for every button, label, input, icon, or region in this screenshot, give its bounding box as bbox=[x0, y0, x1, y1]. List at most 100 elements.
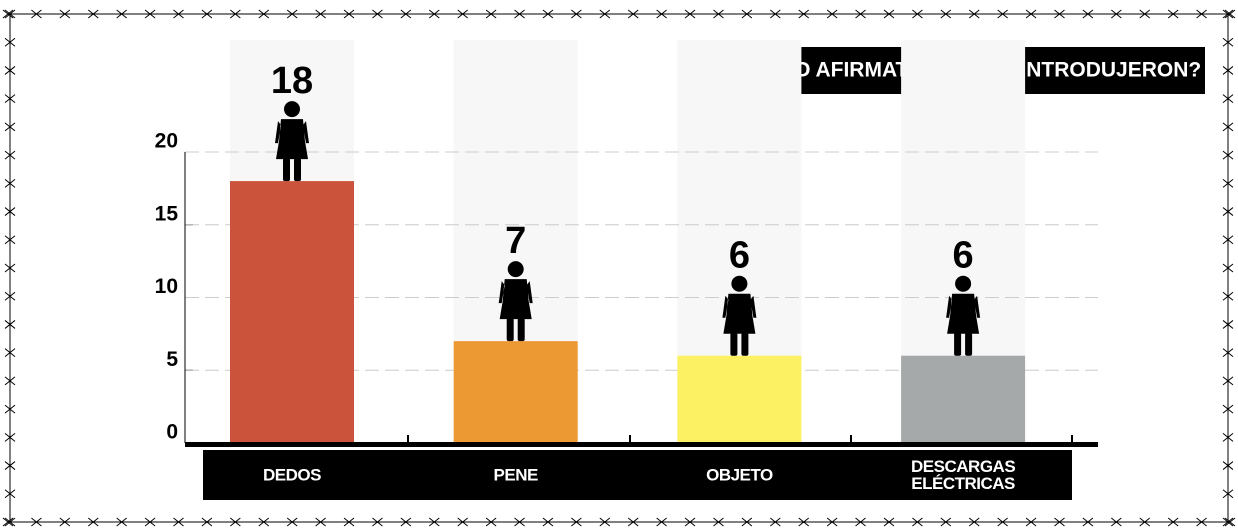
border-barb bbox=[1224, 517, 1236, 527]
border-barb bbox=[1054, 9, 1065, 19]
bar bbox=[901, 355, 1026, 443]
value-label: 18 bbox=[271, 60, 313, 102]
border-barb bbox=[1222, 320, 1234, 329]
border-barb bbox=[4, 489, 16, 499]
border-barb bbox=[2, 9, 14, 19]
bar bbox=[453, 341, 578, 443]
border-barb bbox=[627, 9, 639, 19]
border-barb bbox=[1224, 9, 1236, 19]
border-barb bbox=[4, 291, 16, 301]
border-barb bbox=[826, 517, 838, 527]
border-barb bbox=[87, 517, 99, 527]
border-barb bbox=[485, 517, 497, 527]
border-barb bbox=[1196, 9, 1207, 19]
border-barb bbox=[286, 517, 298, 527]
border-barb bbox=[116, 9, 127, 19]
border-barb bbox=[684, 9, 696, 19]
border-barb bbox=[656, 9, 667, 19]
border-barb bbox=[1111, 517, 1122, 527]
border-barb bbox=[599, 9, 611, 19]
border-barb bbox=[4, 263, 16, 273]
border-barb bbox=[400, 517, 412, 527]
border-barb bbox=[485, 9, 497, 19]
border-barb bbox=[599, 517, 611, 527]
border-barb bbox=[173, 9, 184, 19]
value-label: 6 bbox=[729, 235, 750, 277]
border-barb bbox=[741, 9, 753, 19]
border-barb bbox=[1222, 150, 1234, 160]
y-tick-label: 10 bbox=[155, 275, 178, 298]
border-barb bbox=[855, 9, 866, 19]
person-icon bbox=[722, 275, 757, 356]
person-head bbox=[731, 275, 748, 292]
border-barb bbox=[4, 376, 16, 386]
border-barb bbox=[1111, 9, 1122, 19]
border-barb bbox=[4, 404, 16, 414]
border-barb bbox=[968, 9, 980, 19]
person-head bbox=[507, 261, 524, 278]
person-leg bbox=[730, 332, 738, 356]
border-barb bbox=[428, 517, 440, 527]
border-barb bbox=[1222, 235, 1234, 245]
border-barb bbox=[826, 9, 838, 19]
border-barb bbox=[4, 122, 16, 132]
border-barb bbox=[428, 9, 440, 19]
border-barb bbox=[87, 9, 99, 19]
border-barb bbox=[912, 517, 923, 527]
border-barb bbox=[4, 178, 16, 188]
border-barb bbox=[514, 517, 525, 527]
border-barb bbox=[315, 517, 326, 527]
border-barb bbox=[1025, 517, 1037, 527]
border-barb bbox=[400, 9, 412, 19]
border-barb bbox=[684, 517, 696, 527]
person-leg bbox=[294, 158, 301, 182]
bar bbox=[230, 181, 354, 443]
border-barb bbox=[372, 517, 383, 527]
border-barb bbox=[798, 517, 810, 527]
border-barb bbox=[571, 9, 582, 19]
border-barb bbox=[940, 517, 952, 527]
border-barb bbox=[1222, 37, 1234, 47]
border-barb bbox=[4, 66, 16, 75]
value-label: 7 bbox=[505, 220, 526, 262]
border-barb bbox=[372, 9, 383, 19]
border-barb bbox=[4, 9, 16, 19]
border-barb bbox=[31, 9, 42, 19]
border-barb bbox=[713, 9, 724, 19]
border-barb bbox=[940, 9, 952, 19]
x-tick-label: PENE bbox=[493, 465, 539, 485]
border-barb bbox=[1139, 517, 1151, 527]
x-tick-label: DEDOS bbox=[263, 465, 321, 485]
border-barb bbox=[713, 517, 724, 527]
person-head bbox=[955, 275, 972, 292]
person-leg bbox=[954, 332, 962, 356]
border-barb bbox=[4, 320, 16, 329]
person-body bbox=[722, 293, 757, 334]
border-barb bbox=[144, 517, 156, 527]
border-barb bbox=[741, 517, 753, 527]
border-barb bbox=[542, 9, 554, 19]
border-barb bbox=[4, 37, 16, 47]
category-band bbox=[203, 450, 1072, 500]
border-barb bbox=[542, 517, 554, 527]
border-barb bbox=[286, 9, 298, 19]
person-leg bbox=[965, 332, 973, 356]
border-barb bbox=[1222, 461, 1234, 470]
border-barb bbox=[201, 517, 213, 527]
border-barb bbox=[627, 517, 639, 527]
border-barb bbox=[1222, 404, 1234, 414]
border-barb bbox=[4, 348, 16, 358]
person-head bbox=[284, 101, 300, 118]
border-barb bbox=[1222, 94, 1234, 104]
person-leg bbox=[283, 158, 290, 182]
border-barb bbox=[343, 517, 355, 527]
border-barb bbox=[1222, 376, 1234, 386]
border-barb bbox=[1222, 122, 1234, 132]
border-barb bbox=[1082, 517, 1094, 527]
y-tick-label: 0 bbox=[166, 421, 178, 444]
person-icon bbox=[275, 101, 309, 182]
border-barb bbox=[769, 517, 781, 527]
border-barb bbox=[315, 9, 326, 19]
person-body bbox=[498, 279, 533, 320]
